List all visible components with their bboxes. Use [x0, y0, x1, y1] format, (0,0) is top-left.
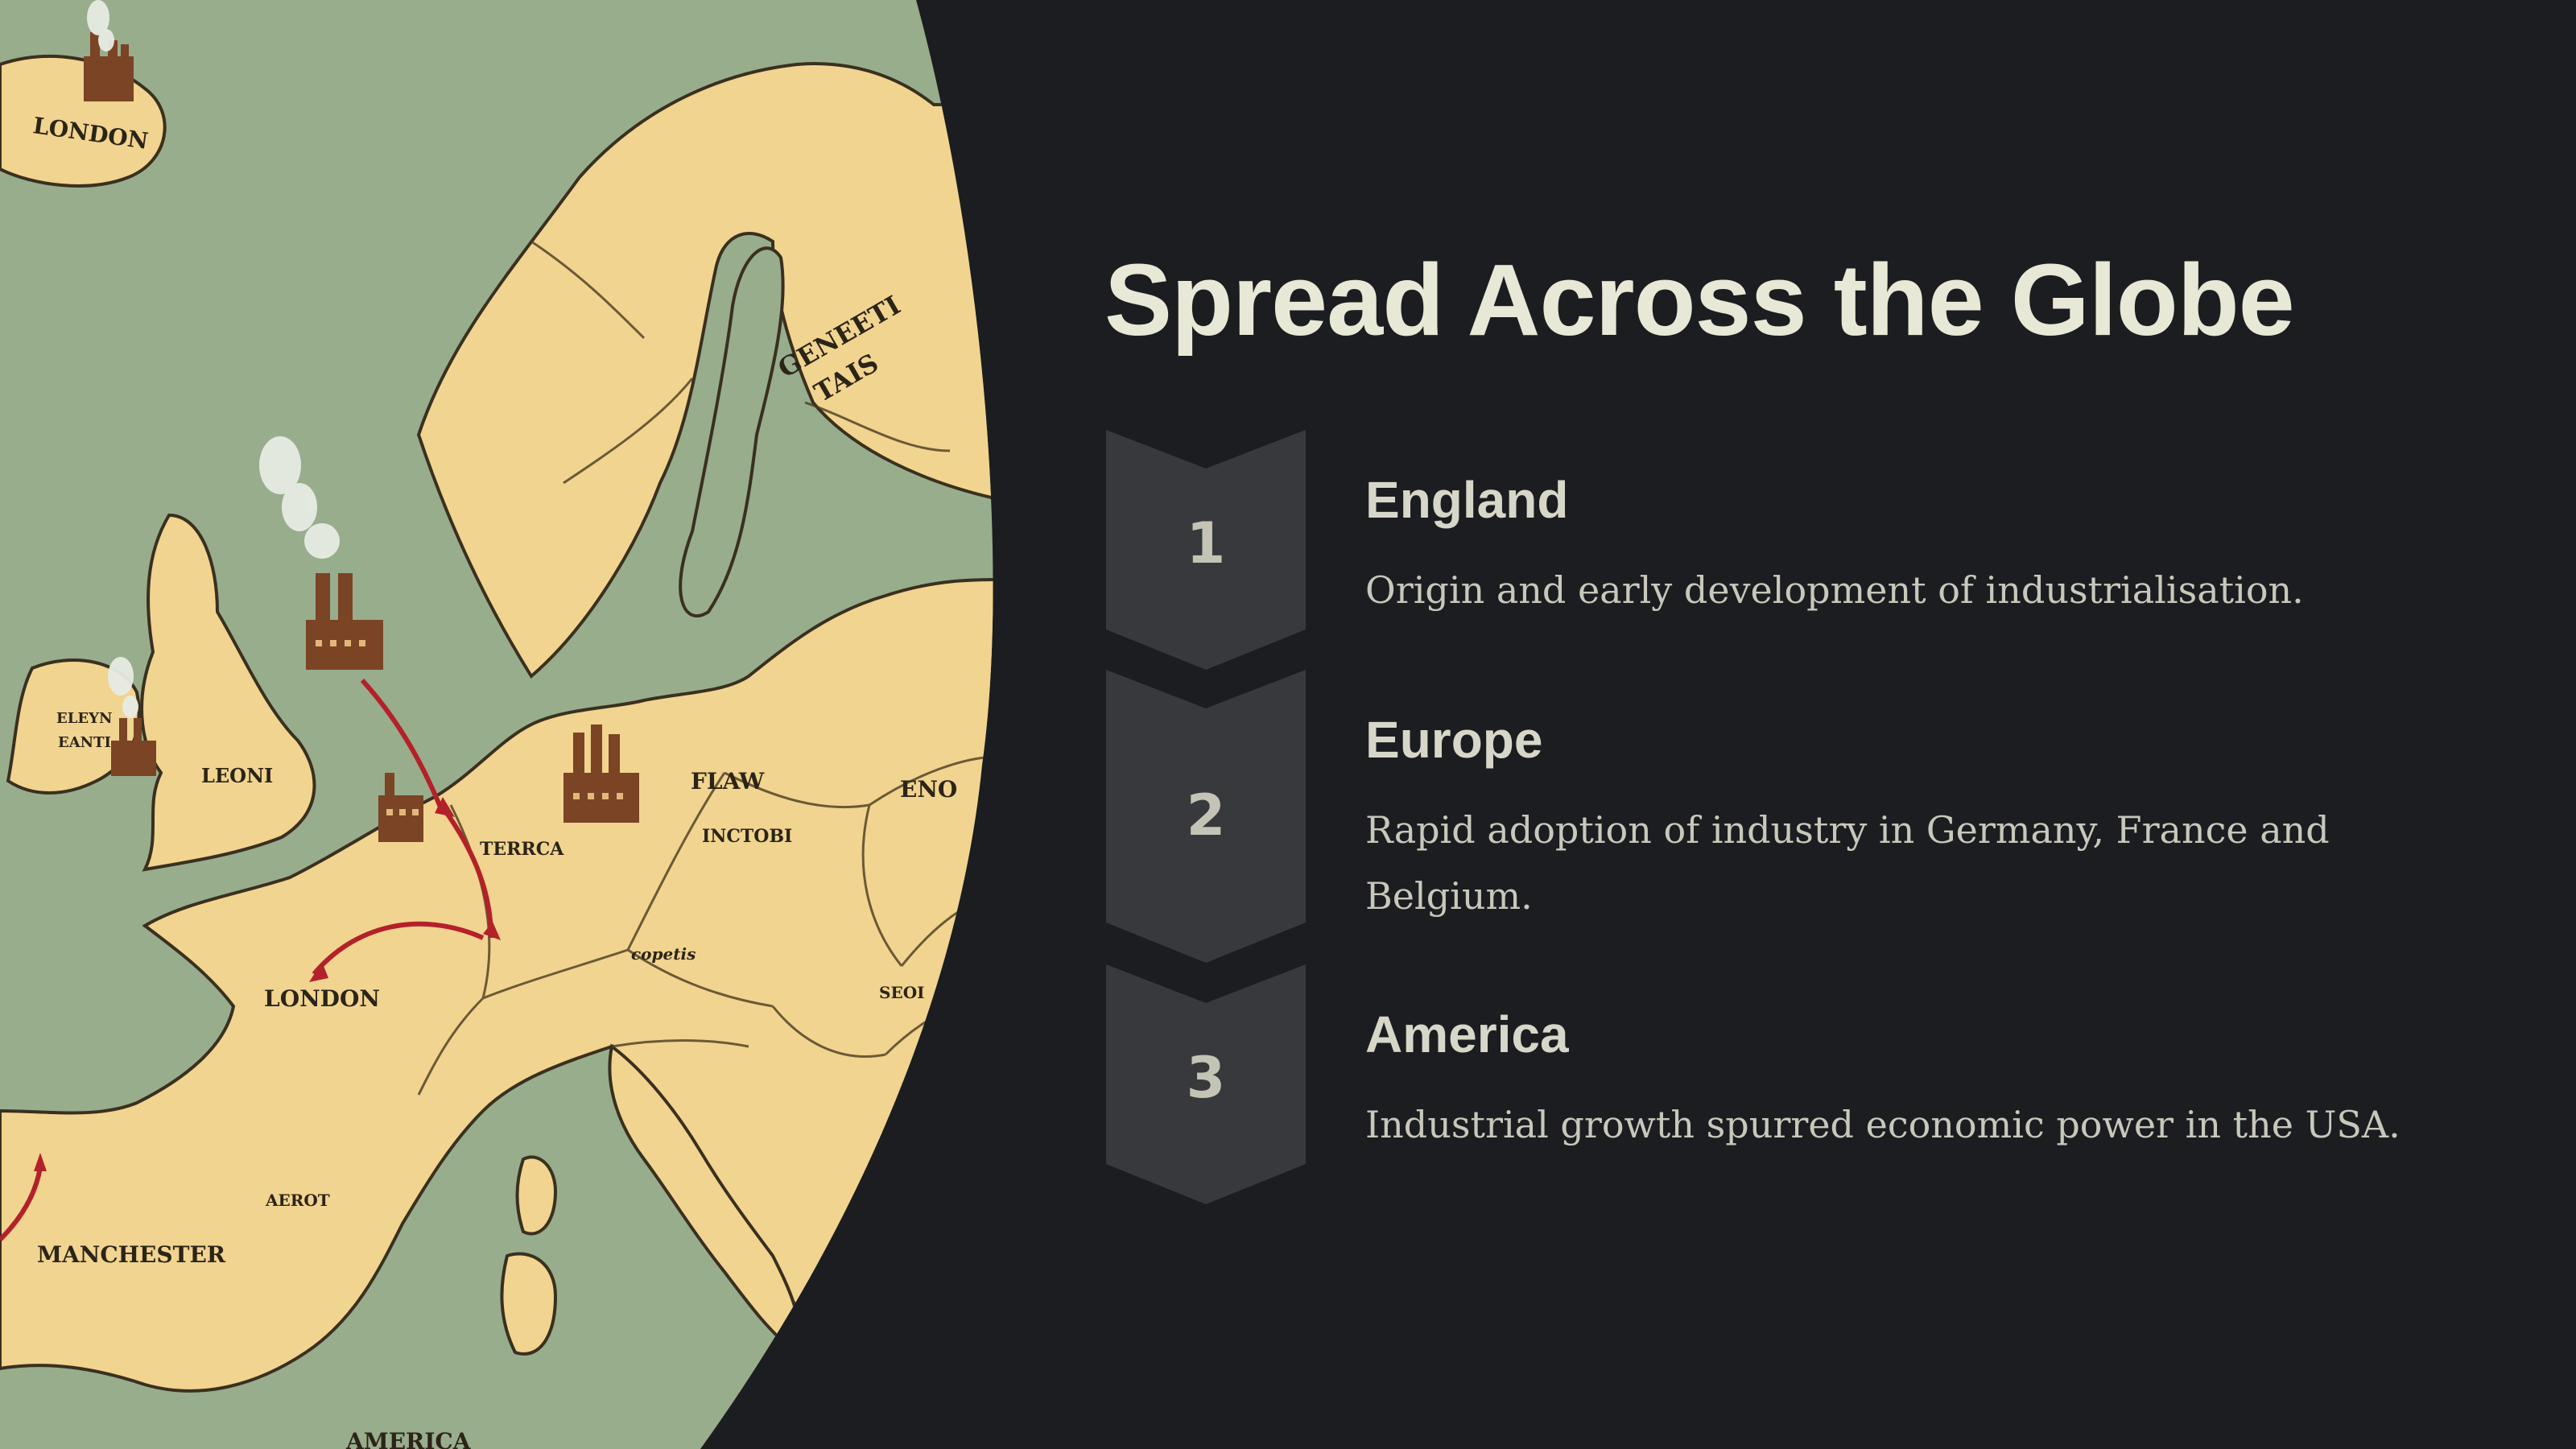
step-heading-america: America [1365, 1005, 1569, 1063]
sardinia-landmass [500, 1252, 558, 1356]
step-heading-europe: Europe [1365, 711, 1543, 769]
smoke-icon [87, 0, 340, 718]
step-marker-1: 1 [1106, 430, 1306, 670]
svg-text:AEROT: AEROT [265, 1191, 330, 1210]
scandinavia-landmass [416, 62, 993, 679]
step-number: 2 [1186, 782, 1226, 848]
svg-text:LEONI: LEONI [201, 764, 273, 787]
step-marker-3: 3 [1106, 964, 1306, 1204]
svg-text:LONDON: LONDON [264, 985, 380, 1012]
step-description-europe: Rapid adoption of industry in Germany, F… [1365, 808, 2330, 918]
svg-text:MANCHESTER: MANCHESTER [37, 1241, 226, 1268]
page-title: Spread Across the Globe [1104, 243, 2295, 357]
step-marker-2: 2 [1106, 670, 1306, 963]
great-britain-landmass [140, 513, 316, 872]
svg-text:ELEYN: ELEYN [56, 710, 112, 727]
svg-text:FLAW: FLAW [691, 768, 765, 795]
baltic-sea [679, 246, 785, 618]
step-number: 1 [1186, 510, 1226, 576]
svg-text:SEOI: SEOI [879, 983, 924, 1002]
europe-map-illustration: LONDON GENEETI TAIS LEONI ELEYN EANTI FL… [0, 0, 998, 1449]
step-description-england: Origin and early development of industri… [1365, 568, 2304, 612]
corsica-landmass [515, 1155, 558, 1236]
svg-text:AMERICA: AMERICA [345, 1428, 472, 1449]
step-number: 3 [1186, 1045, 1226, 1111]
factory-icon [306, 573, 383, 670]
svg-text:TERRCA: TERRCA [480, 839, 564, 860]
factory-icon [564, 724, 639, 823]
arrow-icon [0, 678, 493, 1242]
svg-text:ENO: ENO [900, 776, 957, 803]
svg-text:INCTOBI: INCTOBI [702, 826, 792, 847]
factory-icon [111, 718, 156, 776]
step-description-america: Industrial growth spurred economic power… [1365, 1103, 2401, 1146]
factory-icon [378, 773, 423, 842]
factory-icon [84, 32, 134, 101]
step-heading-england: England [1365, 471, 1569, 529]
svg-text:copetis: copetis [631, 944, 696, 964]
svg-text:EANTI: EANTI [58, 734, 111, 751]
